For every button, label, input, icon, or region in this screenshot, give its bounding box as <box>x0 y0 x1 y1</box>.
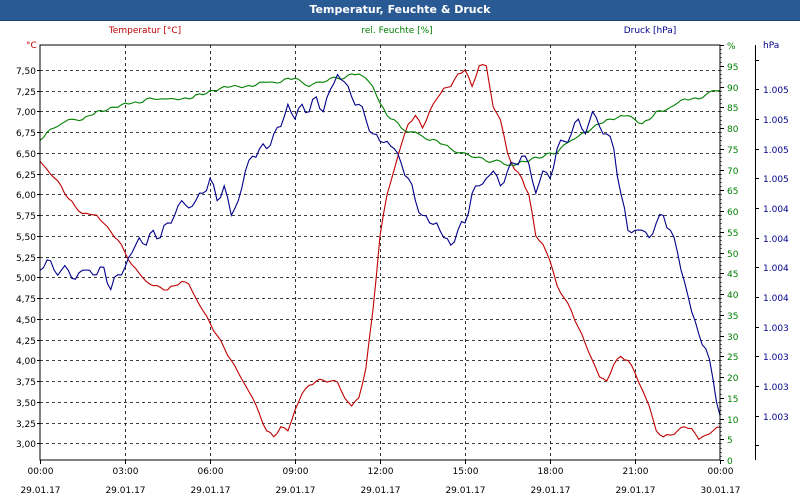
pressure-tick-label: 1.003 <box>763 324 789 334</box>
series-line-temperature <box>39 64 721 441</box>
chart-series <box>39 64 721 441</box>
humidity-tick-label: 30 <box>727 333 739 343</box>
pressure-tick-label: 1.004 <box>763 205 789 215</box>
chart-labels: 3,00 3,25 3,50 3,75 4,00 4,25 4,50 4,75 5,00 5,25… <box>16 26 789 496</box>
humidity-tick-label: 45 <box>727 270 738 280</box>
pressure-tick-label: 1.003 <box>763 413 789 423</box>
humidity-tick-label: 60 <box>727 208 739 218</box>
humidity-tick-label: 20 <box>727 374 739 384</box>
pressure-tick-label: 1.005 <box>763 146 789 156</box>
humidity-tick-label: 0 <box>727 457 733 467</box>
humidity-tick-label: 70 <box>727 167 739 177</box>
chart-canvas: 3,00 3,25 3,50 3,75 4,00 4,25 4,50 4,75 5,00 5,25… <box>0 21 800 500</box>
humidity-tick-label: 25 <box>727 353 738 363</box>
pressure-tick-label: 1.005 <box>763 175 789 185</box>
x-tick-date: 29.01.17 <box>530 486 570 496</box>
series-line-humidity <box>39 73 721 166</box>
humidity-tick-label: 65 <box>727 187 738 197</box>
x-tick-time: 12:00 <box>368 467 394 477</box>
x-tick-date: 29.01.17 <box>190 486 230 496</box>
temp-tick-label: 7,50 <box>16 67 36 77</box>
pressure-tick-label: 1.003 <box>763 353 789 363</box>
temp-tick-label: 6,75 <box>16 129 36 139</box>
x-tick-time: 00:00 <box>708 467 734 477</box>
x-tick-date: 29.01.17 <box>20 486 60 496</box>
temp-tick-label: 5,25 <box>16 254 36 264</box>
chart-axes <box>37 44 759 464</box>
humidity-tick-label: 35 <box>727 312 738 322</box>
series-line-pressure <box>39 73 721 416</box>
temp-tick-label: 5,00 <box>16 274 36 284</box>
temp-tick-label: 4,50 <box>16 316 36 326</box>
humidity-tick-label: 80 <box>727 125 739 135</box>
humidity-tick-label: 15 <box>727 395 738 405</box>
x-tick-time: 18:00 <box>538 467 564 477</box>
x-tick-time: 09:00 <box>283 467 309 477</box>
temp-tick-label: 3,00 <box>16 440 36 450</box>
x-tick-date: 30.01.17 <box>700 486 740 496</box>
humidity-tick-label: 55 <box>727 229 738 239</box>
temp-unit-label: °C <box>26 41 37 51</box>
humidity-tick-label: 40 <box>727 291 739 301</box>
x-tick-date: 29.01.17 <box>615 486 655 496</box>
x-tick-date: 29.01.17 <box>445 486 485 496</box>
humidity-tick-label: 85 <box>727 104 738 114</box>
x-tick-time: 21:00 <box>623 467 649 477</box>
temp-tick-label: 4,75 <box>16 295 36 305</box>
x-tick-date: 29.01.17 <box>275 486 315 496</box>
series-title: rel. Feuchte [%] <box>361 26 432 36</box>
temp-tick-label: 3,50 <box>16 399 36 409</box>
temp-tick-label: 4,25 <box>16 337 36 347</box>
pressure-tick-label: 1.005 <box>763 116 789 126</box>
window-title: Temperatur, Feuchte & Druck <box>0 0 800 21</box>
temp-tick-label: 5,75 <box>16 212 36 222</box>
x-tick-time: 06:00 <box>198 467 224 477</box>
humidity-tick-label: 90 <box>727 84 739 94</box>
x-tick-date: 29.01.17 <box>360 486 400 496</box>
pressure-tick-label: 1.005 <box>763 86 789 96</box>
humidity-tick-label: 50 <box>727 250 739 260</box>
pressure-tick-label: 1.003 <box>763 383 789 393</box>
pressure-tick-label: 1.004 <box>763 235 789 245</box>
x-tick-time: 03:00 <box>113 467 139 477</box>
temp-tick-label: 6,00 <box>16 191 36 201</box>
temp-tick-label: 4,00 <box>16 357 36 367</box>
humidity-tick-label: % <box>727 42 736 52</box>
temp-tick-label: 3,25 <box>16 420 36 430</box>
x-tick-time: 15:00 <box>453 467 479 477</box>
humidity-tick-label: 75 <box>727 146 738 156</box>
humidity-tick-label: 95 <box>727 63 738 73</box>
x-tick-date: 29.01.17 <box>105 486 145 496</box>
temp-tick-label: 7,25 <box>16 88 36 98</box>
humidity-tick-label: 5 <box>727 436 733 446</box>
temp-tick-label: 3,75 <box>16 378 36 388</box>
temp-tick-label: 7,00 <box>16 108 36 118</box>
plot-frame <box>39 44 721 461</box>
chart-grid <box>40 45 720 460</box>
series-title: Temperatur [°C] <box>108 26 181 36</box>
pressure-unit-label: hPa <box>763 41 779 51</box>
temp-tick-label: 6,50 <box>16 150 36 160</box>
humidity-tick-label: 10 <box>727 416 739 426</box>
series-title: Druck [hPa] <box>624 26 677 36</box>
temp-tick-label: 6,25 <box>16 171 36 181</box>
x-tick-time: 00:00 <box>28 467 54 477</box>
pressure-tick-label: 1.004 <box>763 264 789 274</box>
temp-tick-label: 5,50 <box>16 233 36 243</box>
pressure-tick-label: 1.004 <box>763 294 789 304</box>
